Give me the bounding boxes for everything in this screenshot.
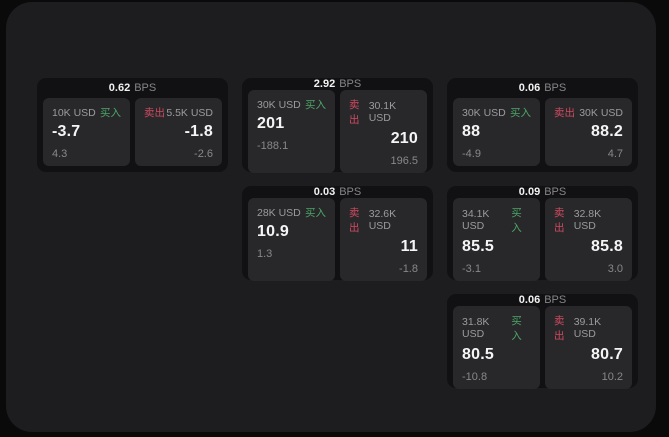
- sell-price: 88.2: [591, 123, 623, 140]
- buy-label: 买入: [100, 107, 121, 119]
- sell-tile[interactable]: 卖出 32.6K USD 11 -1.8: [340, 198, 427, 281]
- sell-tile[interactable]: 卖出 30K USD 88.2 4.7: [545, 98, 632, 166]
- buy-tile[interactable]: 34.1K USD 买入 85.5 -3.1: [453, 198, 540, 281]
- quote-card: 2.92 BPS 30K USD 买入 201 -188.1 卖出 30.1K …: [242, 78, 433, 173]
- sell-label: 卖出: [554, 315, 565, 342]
- bps-suffix: BPS: [544, 82, 567, 94]
- bps-value: 0.62: [108, 82, 131, 94]
- sell-amount: 32.8K USD: [573, 208, 602, 232]
- buy-delta: -188.1: [257, 140, 289, 152]
- sell-amount: 5.5K USD: [166, 106, 213, 119]
- quote-card: 0.06 BPS 31.8K USD 买入 80.5 -10.8 卖出 39.1…: [447, 294, 638, 389]
- sell-label: 卖出: [554, 207, 565, 234]
- sell-delta: 3.0: [607, 263, 623, 275]
- bps-header: 0.03 BPS: [248, 186, 427, 198]
- bps-suffix: BPS: [544, 186, 567, 198]
- sell-price: 11: [400, 238, 418, 255]
- quote-grid: 0.62 BPS 10K USD 买入 -3.7 4.3 卖出 5.5K USD: [37, 78, 638, 389]
- buy-delta: -4.9: [462, 148, 481, 160]
- sell-price: 210: [390, 130, 418, 147]
- sell-delta: 10.2: [601, 371, 623, 383]
- bps-value: 0.06: [518, 82, 541, 94]
- quote-card: 0.03 BPS 28K USD 买入 10.9 1.3 卖出 32.6K US…: [242, 186, 433, 281]
- buy-amount: 28K USD: [257, 206, 301, 219]
- buy-price: -3.7: [52, 123, 81, 140]
- buy-price: 201: [257, 115, 285, 132]
- sell-price: 80.7: [591, 346, 623, 363]
- sell-amount: 30.1K USD: [368, 100, 397, 124]
- buy-price: 88: [462, 123, 481, 140]
- buy-tile[interactable]: 31.8K USD 买入 80.5 -10.8: [453, 306, 540, 389]
- sell-tile[interactable]: 卖出 32.8K USD 85.8 3.0: [545, 198, 632, 281]
- sell-amount: 30K USD: [579, 106, 623, 119]
- bps-value: 0.09: [518, 186, 541, 198]
- buy-amount: 30K USD: [462, 106, 506, 119]
- buy-price: 10.9: [257, 223, 289, 240]
- buy-amount: 10K USD: [52, 106, 96, 119]
- buy-tile[interactable]: 10K USD 买入 -3.7 4.3: [43, 98, 130, 166]
- bps-suffix: BPS: [134, 82, 157, 94]
- buy-price: 85.5: [462, 238, 494, 255]
- sell-tile[interactable]: 卖出 30.1K USD 210 196.5: [340, 90, 427, 173]
- sell-delta: 4.7: [607, 148, 623, 160]
- buy-amount: 31.8K USD: [462, 316, 490, 340]
- sell-label: 卖出: [554, 107, 575, 119]
- buy-delta: 4.3: [52, 148, 68, 160]
- sell-delta: 196.5: [390, 155, 418, 167]
- buy-label: 买入: [305, 207, 326, 219]
- sell-label: 卖出: [349, 99, 360, 126]
- buy-delta: 1.3: [257, 248, 273, 260]
- sell-delta: -1.8: [399, 263, 418, 275]
- quote-card: 0.06 BPS 30K USD 买入 88 -4.9 卖出 30K USD: [447, 78, 638, 172]
- bps-header: 0.62 BPS: [43, 78, 222, 98]
- bps-header: 0.09 BPS: [453, 186, 632, 198]
- buy-label: 买入: [510, 107, 531, 119]
- quote-card: 0.09 BPS 34.1K USD 买入 85.5 -3.1 卖出 32.8K…: [447, 186, 638, 281]
- buy-amount: 34.1K USD: [462, 208, 490, 232]
- buy-tile[interactable]: 30K USD 买入 201 -188.1: [248, 90, 335, 173]
- sell-delta: -2.6: [194, 148, 213, 160]
- buy-label: 买入: [305, 99, 326, 111]
- sell-price: -1.8: [184, 123, 213, 140]
- bps-header: 2.92 BPS: [248, 78, 427, 90]
- buy-amount: 30K USD: [257, 98, 301, 111]
- sell-amount: 39.1K USD: [573, 316, 602, 340]
- bps-suffix: BPS: [339, 186, 362, 198]
- buy-delta: -10.8: [462, 371, 488, 383]
- sell-amount: 32.6K USD: [368, 208, 397, 232]
- bps-suffix: BPS: [544, 294, 567, 306]
- bps-value: 0.06: [518, 294, 541, 306]
- bps-suffix: BPS: [339, 78, 362, 90]
- buy-price: 80.5: [462, 346, 494, 363]
- sell-label: 卖出: [144, 107, 165, 119]
- buy-tile[interactable]: 30K USD 买入 88 -4.9: [453, 98, 540, 166]
- bps-value: 0.03: [313, 186, 336, 198]
- sell-price: 85.8: [591, 238, 623, 255]
- buy-label: 买入: [511, 315, 522, 342]
- sell-label: 卖出: [349, 207, 360, 234]
- main-panel: 0.62 BPS 10K USD 买入 -3.7 4.3 卖出 5.5K USD: [6, 2, 656, 432]
- bps-header: 0.06 BPS: [453, 294, 632, 306]
- buy-delta: -3.1: [462, 263, 481, 275]
- bps-header: 0.06 BPS: [453, 78, 632, 98]
- sell-tile[interactable]: 卖出 39.1K USD 80.7 10.2: [545, 306, 632, 389]
- quote-card: 0.62 BPS 10K USD 买入 -3.7 4.3 卖出 5.5K USD: [37, 78, 228, 172]
- buy-tile[interactable]: 28K USD 买入 10.9 1.3: [248, 198, 335, 281]
- bps-value: 2.92: [313, 78, 336, 90]
- sell-tile[interactable]: 卖出 5.5K USD -1.8 -2.6: [135, 98, 222, 166]
- buy-label: 买入: [511, 207, 522, 234]
